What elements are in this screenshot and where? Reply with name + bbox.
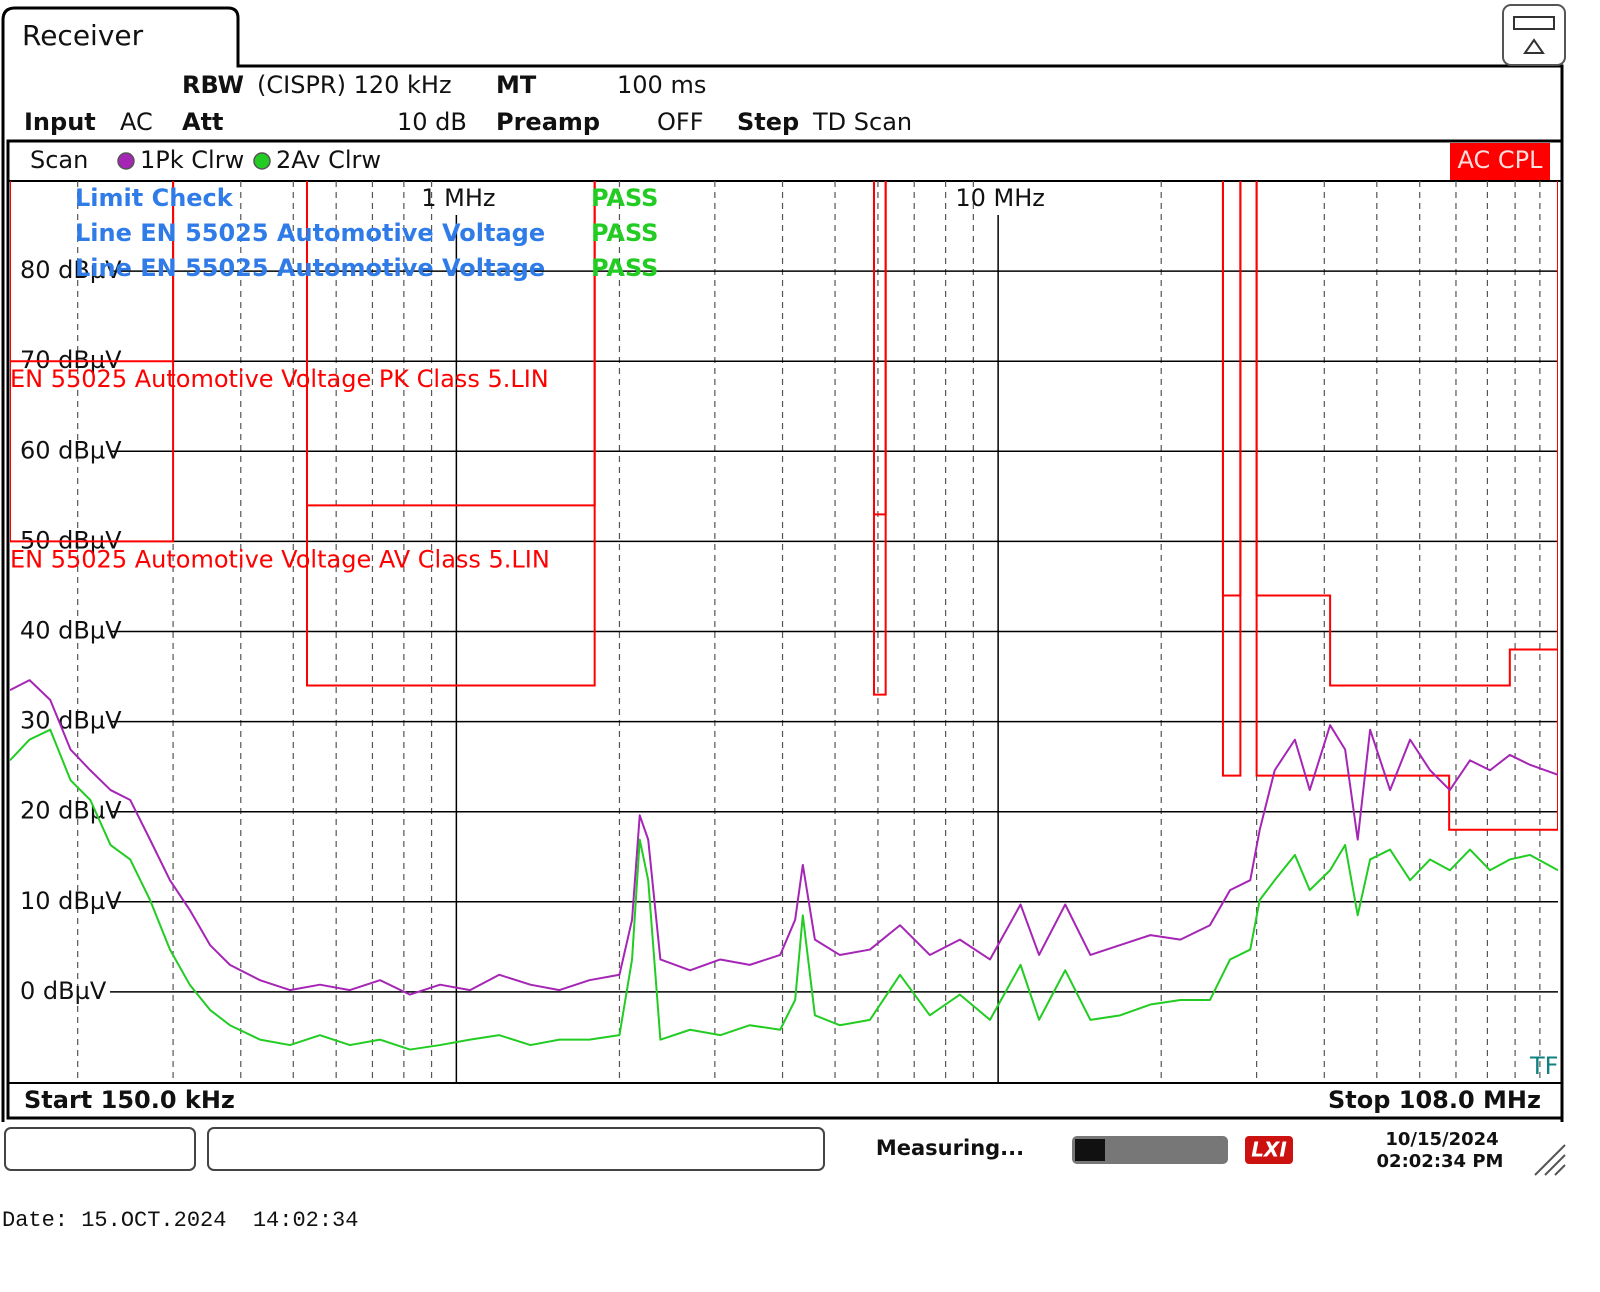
limit-result: PASS bbox=[591, 254, 658, 282]
scan-window bbox=[6, 139, 1564, 1120]
status-time: 02:02:34 PM bbox=[1377, 1151, 1504, 1172]
setting-label: Step bbox=[737, 108, 799, 136]
icon-part bbox=[1523, 38, 1545, 54]
legend-entry: 1Pk Clrw bbox=[140, 146, 244, 174]
setting-value: OFF bbox=[657, 108, 704, 136]
legend-marker bbox=[253, 152, 271, 170]
start-frequency: Start 150.0 kHz bbox=[24, 1086, 235, 1114]
window-title: Scan bbox=[30, 146, 88, 174]
setting-value: (CISPR) 120 kHz bbox=[257, 71, 452, 99]
status-date: 10/15/2024 bbox=[1385, 1129, 1498, 1150]
y-tick-label: 80 dBµV bbox=[20, 256, 122, 284]
setting-label: Preamp bbox=[496, 108, 600, 136]
y-tick-label: 40 dBµV bbox=[20, 617, 122, 645]
icon-part bbox=[1513, 16, 1555, 30]
softkey[interactable] bbox=[4, 1127, 196, 1171]
setting-label: Att bbox=[182, 108, 224, 136]
progress-bar bbox=[1072, 1136, 1228, 1164]
plot-area bbox=[10, 181, 1558, 1051]
y-tick-label: 20 dBµV bbox=[20, 797, 122, 825]
badge bbox=[1450, 143, 1550, 180]
setting-label: MT bbox=[496, 71, 537, 99]
limit-check-title: Limit Check bbox=[75, 184, 234, 212]
footer-date: Date: 15.OCT.2024 14:02:34 bbox=[2, 1208, 358, 1233]
limit-line-label: EN 55025 Automotive Voltage AV Class 5.L… bbox=[10, 545, 550, 573]
legend-marker bbox=[117, 152, 135, 170]
corner-flag: TF bbox=[1529, 1052, 1558, 1080]
limit-line-name: Line EN 55025 Automotive Voltage bbox=[75, 219, 545, 247]
setting-value: AC bbox=[120, 108, 153, 136]
x-tick-label: 10 MHz bbox=[955, 184, 1045, 212]
input-field[interactable] bbox=[207, 1127, 825, 1171]
logo: LXI bbox=[1251, 1138, 1287, 1162]
limit-result: PASS bbox=[591, 219, 658, 247]
y-tick-label: 10 dBµV bbox=[20, 887, 122, 915]
trace bbox=[10, 728, 1558, 1051]
display-icon[interactable] bbox=[1502, 4, 1566, 66]
x-tick-label: 1 MHz bbox=[421, 184, 495, 212]
logo-box bbox=[1245, 1136, 1293, 1164]
status-message: Measuring... bbox=[876, 1136, 1024, 1160]
y-tick-label: 30 dBµV bbox=[20, 707, 122, 735]
limit-line-name: Line EN 55025 Automotive Voltage bbox=[75, 254, 545, 282]
limit-line bbox=[10, 181, 1558, 687]
badge-text: AC CPL bbox=[1458, 146, 1544, 174]
limit-line bbox=[10, 181, 1558, 831]
tab-frame bbox=[1, 6, 1564, 1122]
progress-fill bbox=[1075, 1139, 1105, 1161]
setting-label: Input bbox=[24, 108, 96, 136]
setting-value: 10 dB bbox=[397, 108, 467, 136]
trace bbox=[10, 679, 1558, 996]
y-tick-label: 60 dBµV bbox=[20, 436, 122, 464]
setting-label: RBW bbox=[182, 71, 244, 99]
setting-value: 100 ms bbox=[617, 71, 706, 99]
setting-value: TD Scan bbox=[812, 108, 912, 136]
y-tick-label: 0 dBµV bbox=[20, 977, 107, 1005]
resize-grip bbox=[1534, 1144, 1566, 1176]
plot: 1 MHz 10 MHz 0 dBµV 10 dBµV 20 dBµV 30 dBµV 40… bbox=[10, 181, 1558, 1082]
stop-frequency: Stop 108.0 MHz bbox=[1328, 1086, 1541, 1114]
legend-entry: 2Av Clrw bbox=[276, 146, 381, 174]
limit-line-label: EN 55025 Automotive Voltage PK Class 5.L… bbox=[10, 365, 549, 393]
limit-result: PASS bbox=[591, 184, 658, 212]
tab-title[interactable]: Receiver bbox=[22, 19, 144, 52]
